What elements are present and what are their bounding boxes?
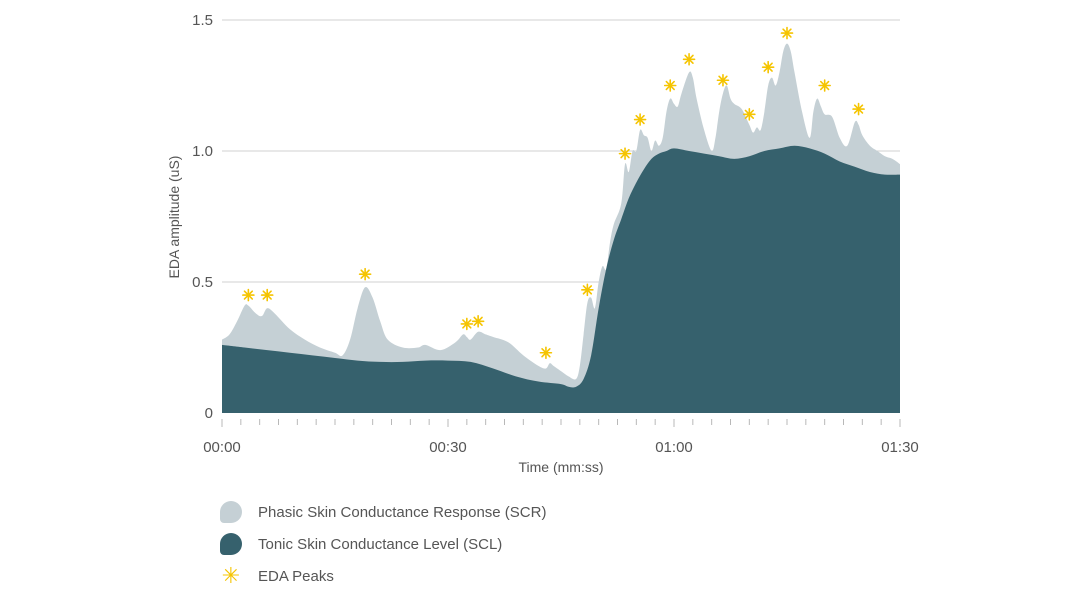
eda-peak-marker bbox=[633, 113, 647, 126]
eda-peak-marker bbox=[780, 26, 794, 40]
x-tick-label: 01:00 bbox=[655, 439, 693, 456]
eda-peak-marker bbox=[260, 288, 274, 302]
y-tick-label: 1.5 bbox=[192, 12, 213, 29]
legend-label-phasic: Phasic Skin Conductance Response (SCR) bbox=[258, 503, 547, 521]
eda-peak-marker bbox=[358, 267, 372, 281]
eda-peak-marker bbox=[682, 52, 696, 66]
y-tick-labels: 0 0.5 1.0 1.5 bbox=[192, 12, 213, 422]
legend-item-peaks: ✳ EDA Peaks bbox=[220, 560, 546, 592]
eda-peak-marker bbox=[471, 314, 485, 328]
x-tick-label: 00:00 bbox=[203, 439, 241, 456]
x-tick-label: 01:30 bbox=[881, 439, 919, 456]
eda-peak-marker bbox=[539, 346, 553, 360]
y-axis-title: EDA amplitude (uS) bbox=[166, 156, 182, 279]
legend-label-tonic: Tonic Skin Conductance Level (SCL) bbox=[258, 535, 503, 553]
y-tick-label: 1.0 bbox=[192, 143, 213, 160]
x-tick-label: 00:30 bbox=[429, 439, 467, 456]
y-tick-label: 0 bbox=[205, 405, 213, 422]
legend-label-peaks: EDA Peaks bbox=[258, 567, 334, 585]
eda-peak-marker bbox=[818, 79, 831, 92]
x-minor-ticks bbox=[221, 419, 901, 427]
y-tick-label: 0.5 bbox=[192, 274, 213, 291]
asterisk-icon: ✳ bbox=[221, 563, 241, 588]
eda-peak-marker bbox=[618, 147, 632, 160]
tonic-swatch-icon bbox=[220, 533, 242, 555]
eda-peak-marker bbox=[716, 73, 730, 87]
eda-peak-marker bbox=[761, 60, 775, 74]
legend: Phasic Skin Conductance Response (SCR) T… bbox=[220, 496, 546, 592]
eda-peak-marker bbox=[460, 317, 474, 331]
legend-item-phasic: Phasic Skin Conductance Response (SCR) bbox=[220, 496, 546, 528]
tonic-scl-area bbox=[222, 145, 900, 413]
eda-peak-marker bbox=[852, 102, 865, 116]
eda-peaks bbox=[242, 26, 865, 360]
phasic-swatch-icon bbox=[220, 501, 242, 523]
x-axis-title: Time (mm:ss) bbox=[518, 459, 603, 475]
eda-peak-marker bbox=[242, 288, 255, 302]
legend-item-tonic: Tonic Skin Conductance Level (SCL) bbox=[220, 528, 546, 560]
eda-peak-marker bbox=[581, 283, 594, 297]
x-tick-labels: 00:00 00:30 01:00 01:30 bbox=[203, 439, 919, 456]
eda-peak-marker bbox=[743, 108, 756, 121]
eda-peak-marker bbox=[663, 79, 677, 92]
